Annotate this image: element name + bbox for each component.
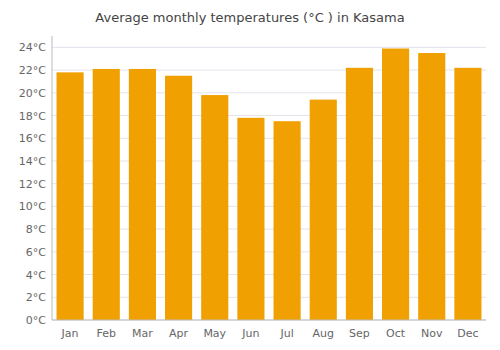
- chart-container: Average monthly temperatures (°C ) in Ka…: [0, 0, 500, 350]
- y-tick-label: 8°C: [26, 223, 46, 236]
- bar: [310, 100, 337, 320]
- y-tick-label: 14°C: [19, 155, 46, 168]
- bar: [237, 118, 264, 320]
- bar: [418, 53, 445, 320]
- x-tick-label: Oct: [386, 327, 406, 340]
- y-tick-label: 20°C: [19, 87, 46, 100]
- x-tick-label: Nov: [421, 327, 443, 340]
- y-tick-label: 2°C: [26, 291, 46, 304]
- y-tick-label: 0°C: [26, 314, 46, 327]
- bar: [454, 68, 481, 320]
- grid-line: [52, 47, 486, 48]
- x-tick-label: May: [203, 327, 226, 340]
- y-tick-label: 16°C: [19, 132, 46, 145]
- x-tick-label: Mar: [132, 327, 153, 340]
- chart-svg: Average monthly temperatures (°C ) in Ka…: [0, 0, 500, 350]
- x-tick-label: Sep: [349, 327, 370, 340]
- bar: [57, 72, 84, 320]
- y-tick-label: 10°C: [19, 200, 46, 213]
- grid-line: [52, 320, 486, 321]
- bars: [57, 48, 482, 320]
- bar: [201, 95, 228, 320]
- x-tick-label: Dec: [457, 327, 478, 340]
- chart-title: Average monthly temperatures (°C ) in Ka…: [95, 10, 404, 25]
- y-axis-line: [52, 36, 53, 320]
- x-tick-label: Feb: [97, 327, 116, 340]
- bar: [129, 69, 156, 320]
- x-tick-label: Jan: [61, 327, 79, 340]
- x-tick-label: Jul: [279, 327, 293, 340]
- bar: [346, 68, 373, 320]
- y-tick-label: 24°C: [19, 41, 46, 54]
- x-axis: Jan Feb Mar Apr May Jun Jul Aug Sep Oct Nov Dec: [52, 320, 486, 340]
- x-tick-label: Apr: [169, 327, 189, 340]
- bar: [274, 121, 301, 320]
- bar: [93, 69, 120, 320]
- bar: [165, 76, 192, 320]
- grid: [52, 47, 486, 320]
- y-tick-label: 22°C: [19, 64, 46, 77]
- x-axis-line: [52, 320, 486, 321]
- x-tick-label: Jun: [241, 327, 259, 340]
- bar: [382, 48, 409, 320]
- x-tick-label: Aug: [313, 327, 334, 340]
- y-tick-label: 4°C: [26, 269, 46, 282]
- y-tick-label: 18°C: [19, 110, 46, 123]
- y-tick-label: 12°C: [19, 178, 46, 191]
- y-axis: 0°C 2°C 4°C 6°C 8°C 10°C 12°C 14°C 16°C 18°C 20°C 2…: [19, 36, 52, 327]
- y-tick-label: 6°C: [26, 246, 46, 259]
